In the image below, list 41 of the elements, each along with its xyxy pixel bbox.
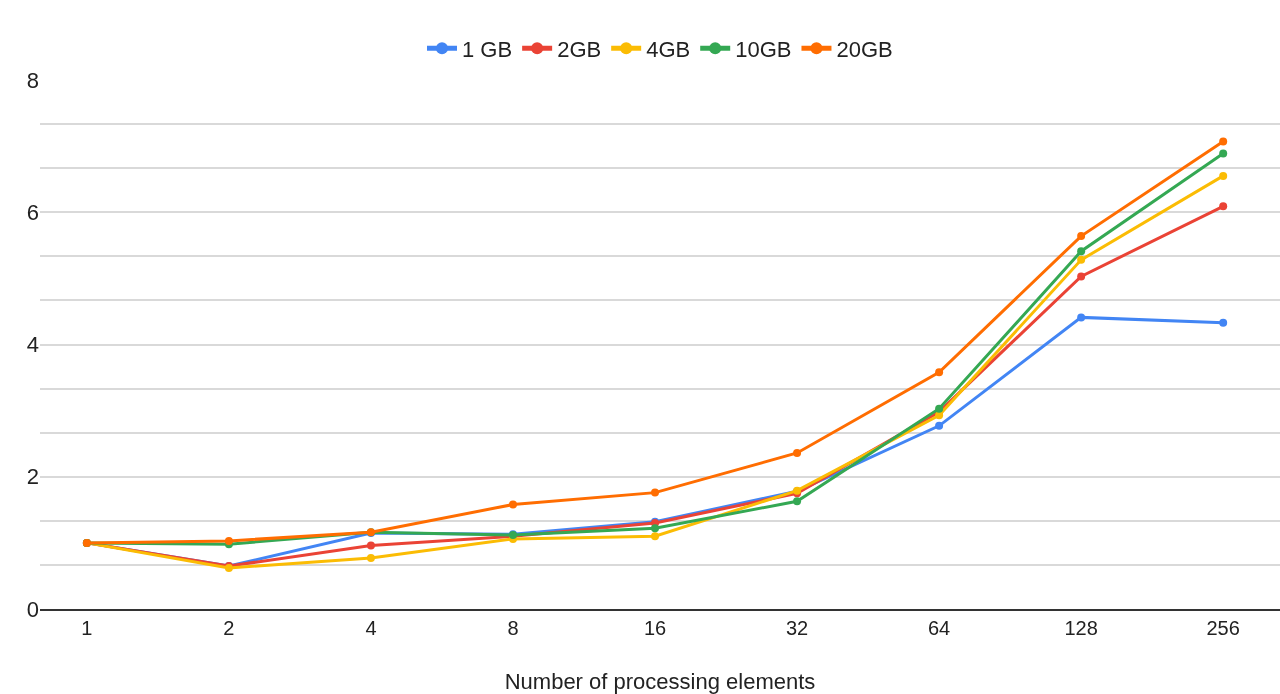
point bbox=[935, 368, 944, 377]
x-tick-label: 128 bbox=[1064, 616, 1098, 639]
legend-label: 2GB bbox=[557, 36, 602, 62]
x-tick-label: 64 bbox=[927, 616, 951, 639]
y-tick-label: 8 bbox=[26, 67, 39, 93]
point bbox=[1077, 247, 1086, 256]
point bbox=[366, 541, 375, 550]
point bbox=[1077, 313, 1086, 322]
legend-label: 4GB bbox=[646, 36, 691, 62]
point bbox=[1219, 149, 1228, 158]
point bbox=[224, 536, 233, 545]
point bbox=[1077, 272, 1086, 281]
y-tick-label: 0 bbox=[26, 596, 39, 622]
point bbox=[1219, 171, 1228, 180]
point bbox=[1219, 318, 1228, 327]
x-axis-title: Number of processing elements bbox=[504, 669, 816, 694]
point bbox=[651, 532, 660, 541]
point bbox=[366, 554, 375, 563]
point bbox=[793, 497, 802, 506]
point bbox=[1219, 137, 1228, 146]
x-tick-label: 16 bbox=[643, 616, 667, 639]
point bbox=[935, 421, 944, 430]
point bbox=[1077, 255, 1086, 264]
y-tick-label: 2 bbox=[26, 464, 39, 490]
point bbox=[793, 448, 802, 457]
point bbox=[651, 488, 660, 497]
legend-label: 1 GB bbox=[462, 36, 513, 62]
x-tick-label: 256 bbox=[1206, 616, 1240, 639]
y-tick-label: 6 bbox=[26, 199, 39, 225]
x-tick-label: 1 bbox=[81, 616, 93, 639]
x-tick-label: 4 bbox=[365, 616, 377, 639]
x-tick-label: 8 bbox=[507, 616, 519, 639]
point bbox=[1219, 202, 1228, 211]
y-tick-label: 4 bbox=[26, 332, 39, 358]
legend-label: 20GB bbox=[836, 36, 893, 62]
point bbox=[508, 500, 517, 509]
point bbox=[651, 524, 660, 533]
x-tick-label: 32 bbox=[785, 616, 809, 639]
point bbox=[1077, 232, 1086, 241]
legend-label: 10GB bbox=[735, 36, 792, 62]
x-tick-label: 2 bbox=[223, 616, 235, 639]
